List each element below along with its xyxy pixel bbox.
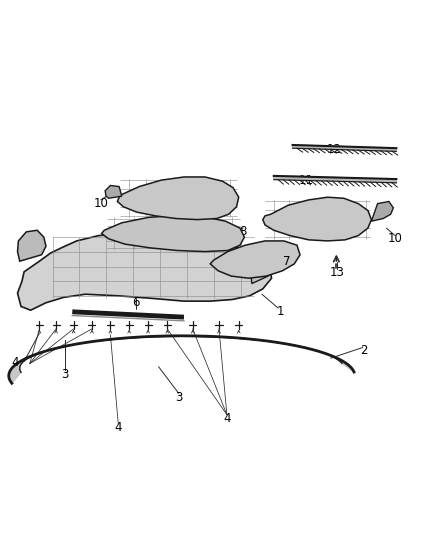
Text: 10: 10 — [93, 197, 108, 210]
Text: 4: 4 — [223, 412, 231, 425]
Polygon shape — [18, 230, 46, 261]
Polygon shape — [9, 336, 354, 383]
Text: 6: 6 — [132, 296, 140, 309]
Text: 10: 10 — [388, 232, 403, 245]
Polygon shape — [274, 176, 396, 183]
Text: 9: 9 — [168, 181, 176, 194]
Text: 4: 4 — [114, 421, 122, 434]
Polygon shape — [18, 233, 272, 310]
Polygon shape — [293, 145, 396, 151]
Text: 9: 9 — [357, 209, 365, 222]
Polygon shape — [263, 197, 371, 241]
Text: 3: 3 — [61, 368, 68, 381]
Polygon shape — [210, 241, 300, 278]
Text: 7: 7 — [283, 255, 291, 268]
Polygon shape — [105, 185, 122, 198]
Polygon shape — [102, 215, 244, 252]
Text: 4: 4 — [11, 356, 19, 369]
Text: 2: 2 — [360, 344, 367, 357]
Text: 1: 1 — [276, 305, 284, 318]
Text: 12: 12 — [326, 143, 341, 156]
Text: 3: 3 — [175, 391, 182, 403]
Polygon shape — [250, 245, 275, 284]
Text: 11: 11 — [299, 174, 314, 187]
Text: 8: 8 — [240, 225, 247, 238]
Polygon shape — [371, 201, 393, 221]
Text: 13: 13 — [330, 266, 345, 279]
Polygon shape — [117, 177, 239, 220]
